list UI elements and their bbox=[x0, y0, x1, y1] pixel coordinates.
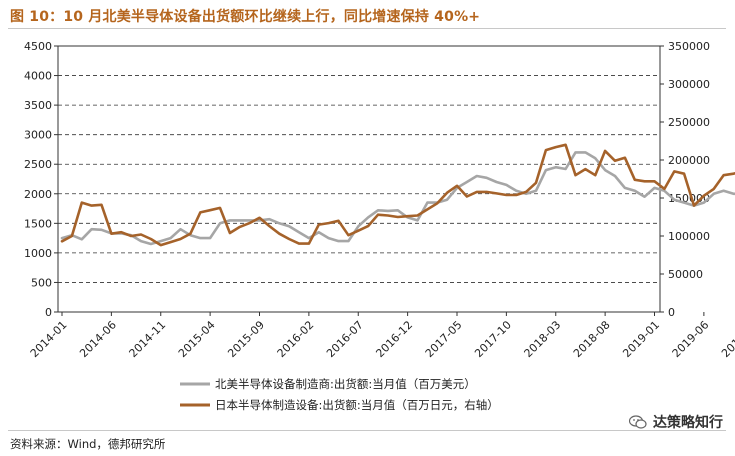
chart-title: 图 10：10 月北美半导体设备出货额环比继续上行，同比增速保持 40%+ bbox=[10, 9, 481, 25]
plot-frame bbox=[57, 45, 661, 313]
brand-mark: 达策略知行 bbox=[629, 412, 723, 432]
x-tick-label: 2016-12 bbox=[373, 318, 415, 360]
right-tick-label: 100000 bbox=[668, 230, 710, 243]
x-tick-label: 2014-01 bbox=[28, 318, 70, 360]
left-tick-label: 1000 bbox=[24, 247, 52, 260]
right-tick-label: 300000 bbox=[668, 78, 710, 91]
series-line-north-america bbox=[60, 151, 735, 246]
x-tick-label: 2015-04 bbox=[176, 318, 218, 360]
grid-lines bbox=[58, 75, 660, 283]
footer-rule bbox=[8, 430, 726, 431]
x-tick-label: 2017-05 bbox=[423, 318, 465, 360]
x-tick-label: 2018-08 bbox=[571, 318, 613, 360]
wechat-icon bbox=[629, 415, 647, 429]
x-tick-label: 2016-07 bbox=[324, 318, 366, 360]
series-layer bbox=[60, 143, 735, 247]
legend-label-japan: 日本半导体制造设备:出货额:当月值（百万日元，右轴） bbox=[215, 398, 499, 412]
source-note: 资料来源：Wind，德邦研究所 bbox=[10, 437, 166, 451]
left-tick-label: 3500 bbox=[24, 99, 52, 112]
x-tick-label: 2014-11 bbox=[127, 318, 169, 360]
x-tick-label: 2016-02 bbox=[275, 318, 317, 360]
left-tick-label: 2000 bbox=[24, 188, 52, 201]
x-axis-ticks: 2014-01 2014-06 2014-11 2015-04 2015-09 2016-… bbox=[28, 312, 735, 360]
legend: 北美半导体设备制造商:出货额:当月值（百万美元） 日本半导体制造设备:出货额:当… bbox=[180, 377, 499, 412]
chart: 0 500 1000 1500 2000 2500 3000 3500 4000 4500 0 50… bbox=[24, 40, 735, 412]
x-tick-label: 2015-09 bbox=[225, 318, 267, 360]
x-tick-label: 2019-06 bbox=[670, 318, 712, 360]
legend-label-north-america: 北美半导体设备制造商:出货额:当月值（百万美元） bbox=[215, 377, 476, 391]
series-line-japan bbox=[60, 143, 735, 247]
left-tick-label: 1500 bbox=[24, 217, 52, 230]
left-tick-label: 0 bbox=[45, 306, 52, 319]
x-tick-label: 2019-11 bbox=[719, 318, 735, 360]
x-tick-label: 2019-01 bbox=[620, 318, 662, 360]
x-tick-label: 2017-10 bbox=[472, 318, 514, 360]
left-tick-label: 4000 bbox=[24, 70, 52, 83]
left-tick-label: 2500 bbox=[24, 158, 52, 171]
left-tick-label: 500 bbox=[31, 276, 52, 289]
header-rule bbox=[8, 28, 726, 29]
brand-text: 达策略知行 bbox=[653, 415, 723, 431]
left-tick-label: 3000 bbox=[24, 129, 52, 142]
right-tick-label: 350000 bbox=[668, 40, 710, 53]
right-tick-label: 250000 bbox=[668, 116, 710, 129]
right-tick-label: 50000 bbox=[668, 268, 703, 281]
left-tick-label: 4500 bbox=[24, 40, 52, 53]
x-tick-label: 2014-06 bbox=[77, 318, 119, 360]
right-tick-label: 200000 bbox=[668, 154, 710, 167]
left-axis-ticks: 0 500 1000 1500 2000 2500 3000 3500 4000 4500 bbox=[24, 40, 58, 319]
x-tick-label: 2018-03 bbox=[522, 318, 564, 360]
right-tick-label: 0 bbox=[668, 306, 675, 319]
